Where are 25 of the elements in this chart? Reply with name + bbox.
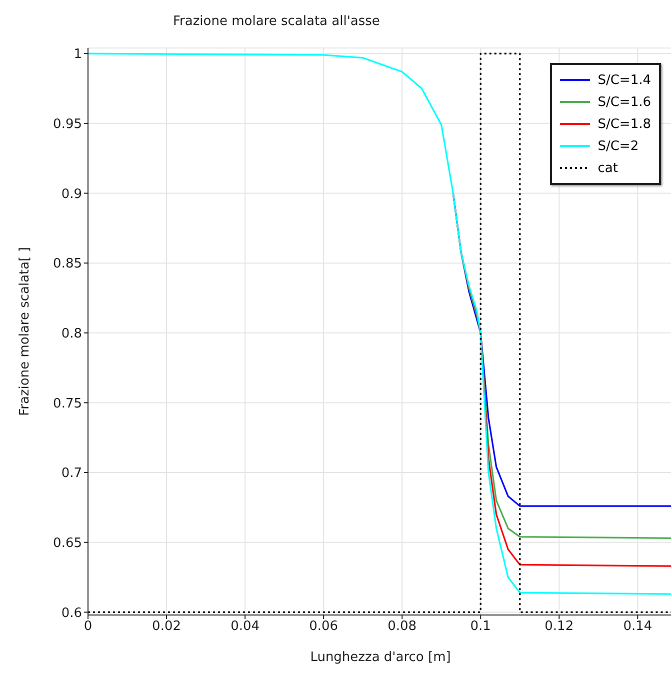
y-tick-label: 1 (74, 47, 82, 62)
x-tick-label: 0 (84, 619, 92, 634)
y-tick-label: 0.85 (53, 256, 82, 272)
y-tick-label: 0.9 (61, 186, 82, 202)
legend-label: cat (598, 160, 618, 176)
chart-title: Frazione molare scalata all'asse (173, 14, 380, 29)
y-axis-title: Frazione molare scalata[ ] (18, 247, 33, 416)
x-tick-label: 0.1 (470, 619, 491, 634)
x-tick-label: 0.12 (544, 619, 574, 634)
y-tick-label: 0.7 (61, 466, 82, 482)
x-axis-title: Lunghezza d'arco [m] (310, 650, 451, 665)
y-tick-label: 0.8 (61, 326, 82, 342)
y-tick-label: 0.6 (61, 606, 82, 621)
x-tick-label: 0.04 (230, 619, 260, 634)
y-tick-label: 0.95 (53, 117, 82, 132)
x-tick-label: 0.02 (152, 619, 181, 634)
y-tick-label: 0.75 (53, 396, 82, 412)
legend-label: S/C=1.8 (598, 116, 651, 132)
x-tick-label: 0.14 (623, 619, 652, 634)
x-tick-label: 0.06 (309, 619, 338, 634)
x-tick-label: 0.08 (388, 619, 417, 634)
legend-label: S/C=2 (598, 138, 639, 154)
legend-label: S/C=1.6 (598, 94, 651, 110)
y-tick-label: 0.65 (53, 536, 82, 551)
legend-label: S/C=1.4 (598, 72, 651, 88)
